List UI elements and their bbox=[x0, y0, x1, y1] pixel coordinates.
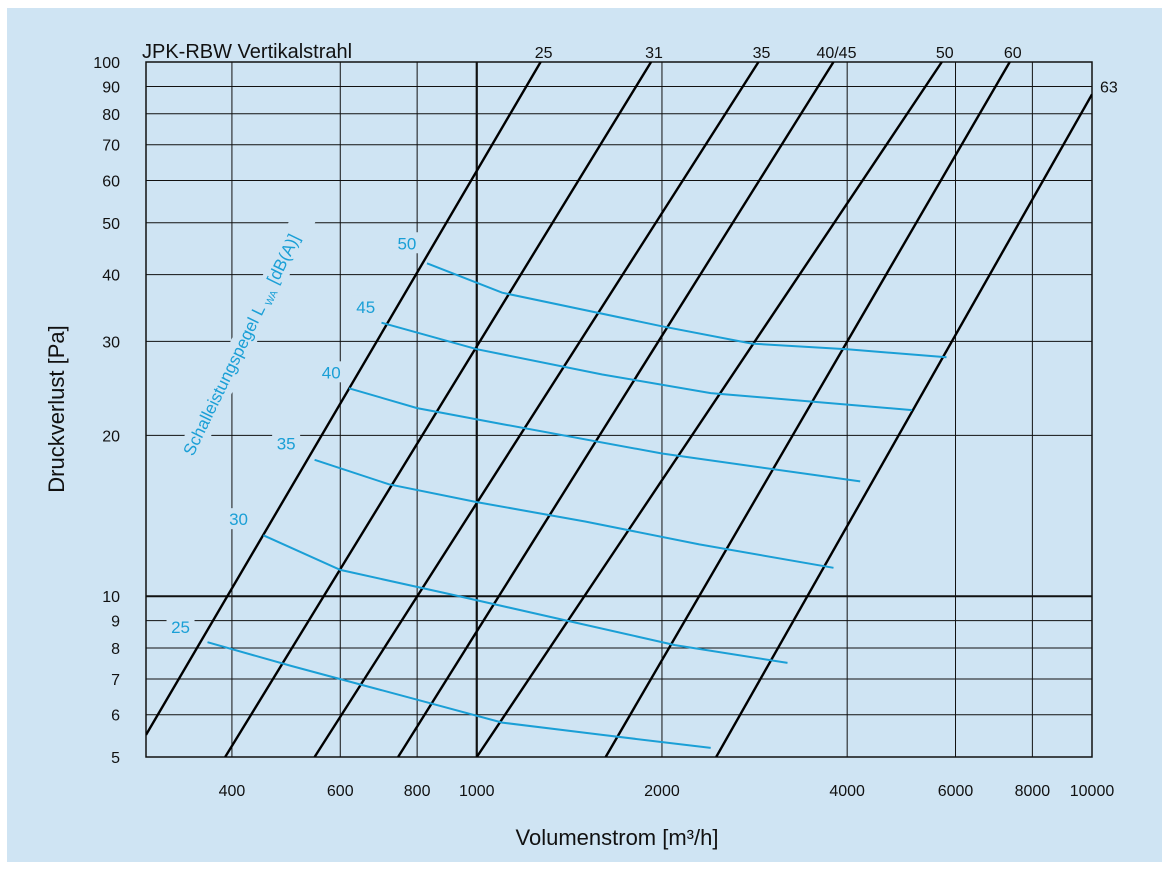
grid bbox=[145, 61, 1093, 758]
x-tick-label: 8000 bbox=[1015, 783, 1051, 800]
sound-curve-30 bbox=[262, 534, 788, 664]
sound-curve-40 bbox=[348, 387, 861, 483]
sound-label-bg bbox=[272, 432, 301, 454]
sound-curve-50 bbox=[426, 262, 947, 359]
x-tick-label: 400 bbox=[219, 783, 246, 800]
y-tick-label: 20 bbox=[102, 428, 120, 445]
sound-label-bg bbox=[351, 295, 380, 317]
x-tick-label: 2000 bbox=[644, 783, 680, 800]
y-tick-label: 5 bbox=[111, 750, 120, 767]
sound-label-bg bbox=[224, 508, 253, 530]
sound-curve-35 bbox=[314, 458, 834, 569]
y-tick-label: 6 bbox=[111, 708, 120, 725]
sound-curve-label: 35 bbox=[277, 434, 296, 453]
system-line-25 bbox=[146, 62, 542, 736]
y-tick-label: 60 bbox=[102, 174, 120, 191]
system-line-63 bbox=[715, 93, 1092, 757]
y-tick-label: 50 bbox=[102, 216, 120, 233]
sound-curve-label: 45 bbox=[356, 298, 375, 317]
sound-level-lines: 25 30 35 40 45 50 bbox=[166, 232, 947, 749]
tick-labels: 400 600 800 1000 2000 4000 6000 8000 10000 5 6 7 8 9 1… bbox=[93, 45, 1118, 800]
system-lines bbox=[146, 62, 1092, 757]
system-line-40-45 bbox=[397, 62, 835, 757]
system-line-label: 31 bbox=[645, 45, 663, 62]
y-tick-label: 30 bbox=[102, 334, 120, 351]
x-tick-label: 1000 bbox=[459, 783, 495, 800]
y-axis-title: Druckverlust [Pa] bbox=[44, 325, 69, 493]
y-tick-label: 7 bbox=[111, 672, 120, 689]
x-tick-label: 4000 bbox=[829, 783, 865, 800]
x-tick-label: 800 bbox=[404, 783, 431, 800]
x-tick-label: 6000 bbox=[938, 783, 974, 800]
y-tick-label: 80 bbox=[102, 107, 120, 124]
chart-title: JPK-RBW Vertikalstrahl bbox=[142, 41, 352, 63]
system-line-50 bbox=[475, 62, 943, 757]
y-tick-label: 8 bbox=[111, 641, 120, 658]
system-line-31 bbox=[224, 62, 653, 757]
x-tick-label: 600 bbox=[327, 783, 354, 800]
system-line-label: 60 bbox=[1004, 45, 1022, 62]
system-line-label: 63 bbox=[1100, 79, 1118, 96]
sound-curve-45 bbox=[381, 321, 913, 412]
sound-label-bg bbox=[392, 232, 421, 254]
x-tick-label: 10000 bbox=[1070, 783, 1115, 800]
system-line-label: 35 bbox=[753, 45, 771, 62]
sound-curve-label: 40 bbox=[322, 363, 341, 382]
sound-curve-label: 50 bbox=[397, 234, 416, 253]
sound-curve-label: 25 bbox=[171, 618, 190, 637]
x-axis-title: Volumenstrom [m³/h] bbox=[516, 825, 719, 850]
sound-curve-label: 30 bbox=[229, 510, 248, 529]
y-tick-label: 9 bbox=[111, 614, 120, 631]
system-line-label: 50 bbox=[936, 45, 954, 62]
system-line-35 bbox=[313, 62, 760, 757]
sound-curve-25 bbox=[207, 641, 711, 749]
y-tick-label: 10 bbox=[102, 589, 120, 606]
y-tick-label: 70 bbox=[102, 138, 120, 155]
system-line-60 bbox=[604, 62, 1011, 757]
sound-axis-title-text: Schalleistungspegel LWA[dB(A)] bbox=[180, 231, 307, 460]
sound-axis-title: Schalleistungspegel LWA[dB(A)] bbox=[175, 192, 325, 464]
sound-label-bg bbox=[317, 361, 346, 383]
y-tick-label: 90 bbox=[102, 79, 120, 96]
sound-axis-title-unit: [dB(A)] bbox=[263, 231, 303, 287]
sound-axis-title-bg bbox=[175, 192, 325, 464]
y-tick-label: 40 bbox=[102, 268, 120, 285]
system-line-label: 25 bbox=[535, 45, 553, 62]
y-tick-label: 100 bbox=[93, 55, 120, 72]
sound-label-bg bbox=[166, 616, 195, 638]
system-line-label: 40/45 bbox=[816, 45, 856, 62]
